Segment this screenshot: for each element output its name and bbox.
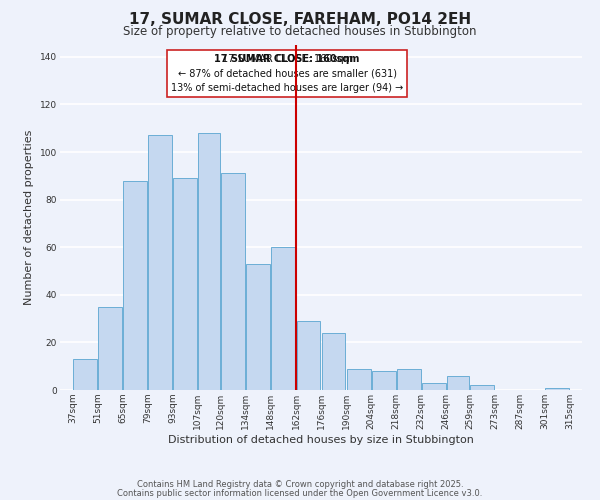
Bar (247, 264, 271, 390)
Text: 17 SUMAR CLOSE: 160sqm: 17 SUMAR CLOSE: 160sqm (214, 54, 360, 108)
Text: 17 SUMAR CLOSE: 160sqm
← 87% of detached houses are smaller (631)
13% of semi-de: 17 SUMAR CLOSE: 160sqm ← 87% of detached… (171, 54, 403, 93)
X-axis label: Distribution of detached houses by size in Stubbington: Distribution of detached houses by size … (168, 434, 474, 444)
Text: Contains HM Land Registry data © Crown copyright and database right 2025.: Contains HM Land Registry data © Crown c… (137, 480, 463, 489)
Bar (296, 321, 320, 390)
Bar (422, 383, 446, 390)
Text: Contains public sector information licensed under the Open Government Licence v3: Contains public sector information licen… (118, 488, 482, 498)
Bar (221, 174, 245, 390)
Bar (148, 136, 172, 390)
Text: 17, SUMAR CLOSE, FAREHAM, PO14 2EH: 17, SUMAR CLOSE, FAREHAM, PO14 2EH (129, 12, 471, 28)
Bar (73, 359, 97, 390)
Bar (446, 376, 469, 390)
Bar (470, 385, 494, 390)
Bar (545, 388, 569, 390)
Bar (397, 368, 421, 390)
Bar (371, 371, 395, 390)
Bar (98, 306, 122, 390)
Y-axis label: Number of detached properties: Number of detached properties (25, 130, 34, 305)
Bar (198, 133, 220, 390)
Bar (322, 333, 346, 390)
Text: Size of property relative to detached houses in Stubbington: Size of property relative to detached ho… (123, 25, 477, 38)
Bar (347, 368, 371, 390)
Bar (123, 180, 147, 390)
Bar (173, 178, 197, 390)
Bar (271, 247, 295, 390)
